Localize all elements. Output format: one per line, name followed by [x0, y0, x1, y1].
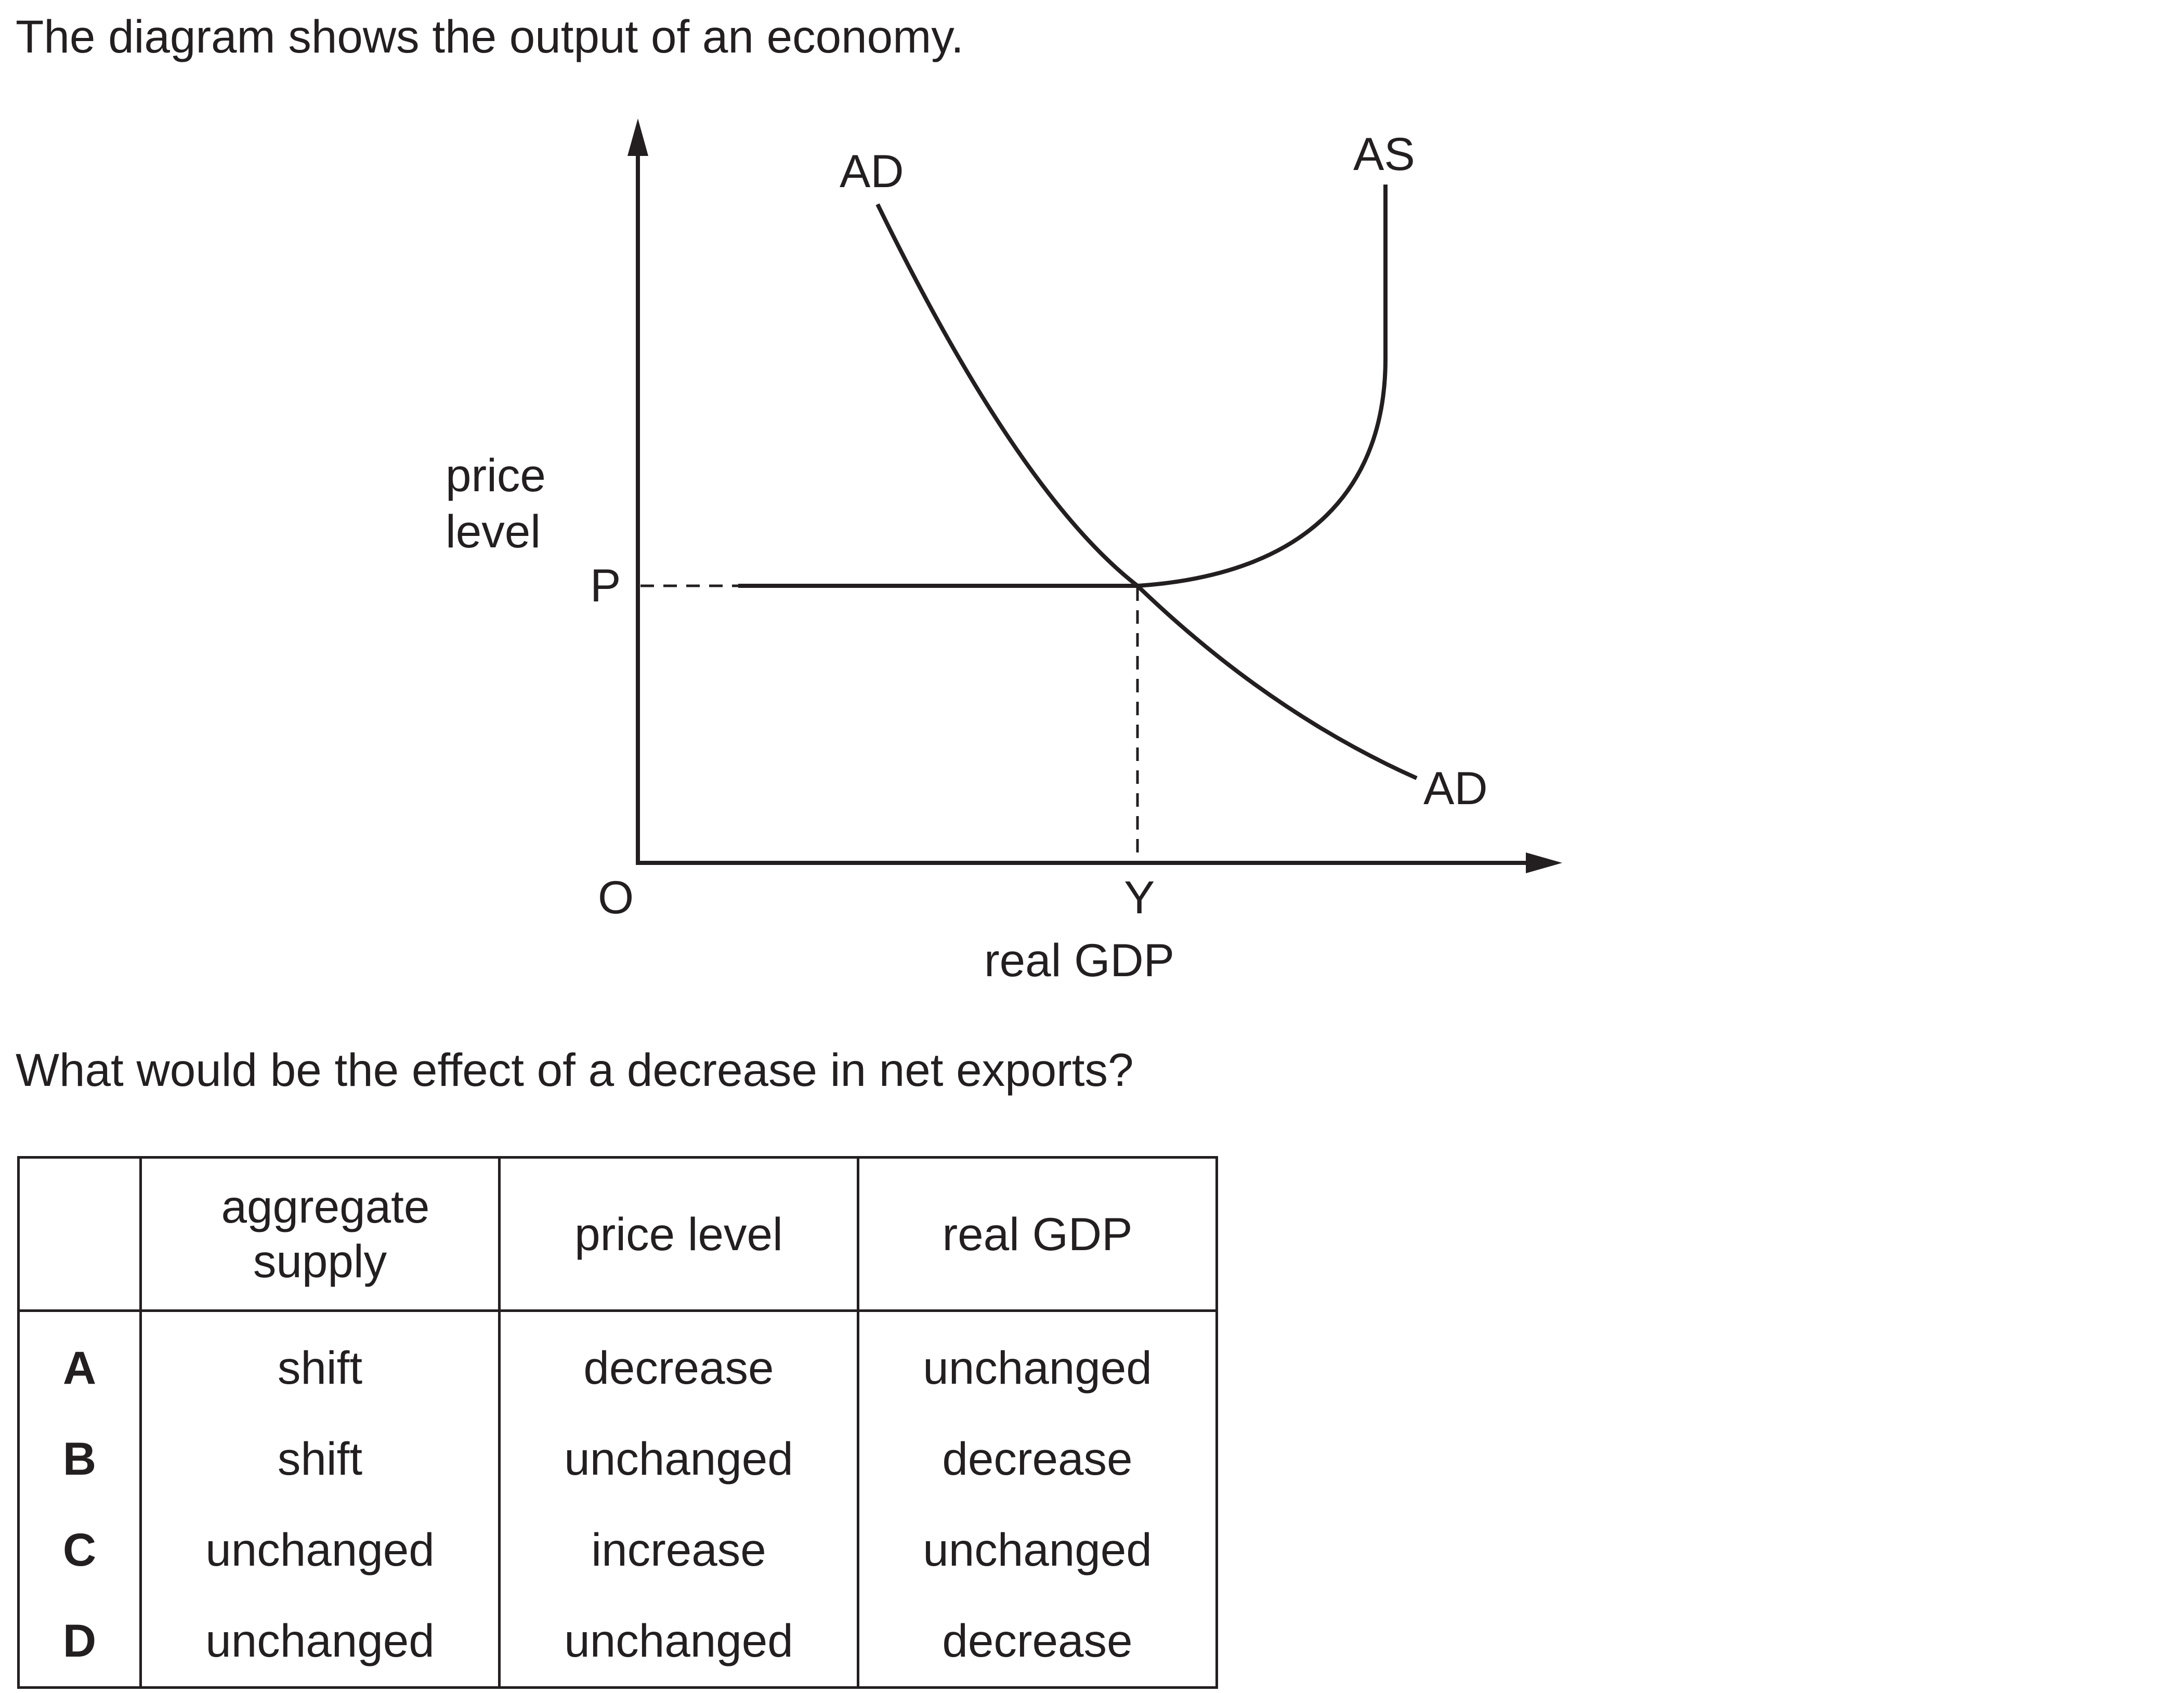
table-header-row: aggregate supply price level real GDP [17, 1156, 1218, 1312]
option-letter: D [17, 1595, 142, 1689]
option-aggregate-supply: unchanged [139, 1504, 501, 1595]
answer-options-table: aggregate supply price level real GDP A … [17, 1156, 1218, 1689]
option-real-gdp: unchanged [857, 1310, 1218, 1413]
option-letter: B [17, 1413, 142, 1504]
option-letter: A [17, 1310, 142, 1413]
header-aggregate-supply: aggregate supply [139, 1156, 501, 1312]
output-marker: Y [1124, 871, 1155, 923]
option-real-gdp: decrease [857, 1595, 1218, 1689]
y-axis-label-line1: price [446, 449, 546, 501]
header-blank [17, 1156, 142, 1312]
option-price-level: increase [498, 1504, 859, 1595]
y-axis-label-line2: level [446, 505, 541, 557]
option-aggregate-supply: shift [139, 1413, 501, 1504]
option-real-gdp: decrease [857, 1413, 1218, 1504]
question-text: What would be the effect of a decrease i… [16, 1044, 1134, 1096]
option-price-level: unchanged [498, 1413, 859, 1504]
origin-label: O [598, 871, 634, 923]
ad-label-bottom: AD [1423, 762, 1488, 814]
y-axis-arrowhead [627, 119, 648, 156]
header-aggregate-supply-text: aggregate supply [221, 1180, 430, 1287]
as-label: AS [1353, 128, 1415, 180]
option-letter: C [17, 1504, 142, 1595]
x-axis-arrowhead [1526, 852, 1562, 873]
header-price-level: price level [498, 1156, 859, 1312]
ad-curve [875, 203, 1418, 780]
ad-as-diagram: AD AS AD price level P O Y real GDP [446, 119, 1562, 986]
option-row-a[interactable]: A shift decrease unchanged [17, 1310, 1218, 1413]
option-price-level: decrease [498, 1310, 859, 1413]
as-curve [738, 185, 1388, 588]
price-marker: P [590, 559, 621, 611]
option-row-c[interactable]: C unchanged increase unchanged [17, 1504, 1218, 1595]
option-price-level: unchanged [498, 1595, 859, 1689]
option-row-d[interactable]: D unchanged unchanged decrease [17, 1595, 1218, 1689]
intro-text: The diagram shows the output of an econo… [16, 10, 964, 62]
option-real-gdp: unchanged [857, 1504, 1218, 1595]
option-aggregate-supply: shift [139, 1310, 501, 1413]
option-row-b[interactable]: B shift unchanged decrease [17, 1413, 1218, 1504]
header-real-gdp: real GDP [857, 1156, 1218, 1312]
option-aggregate-supply: unchanged [139, 1595, 501, 1689]
x-axis-label: real GDP [984, 934, 1174, 986]
ad-label-top: AD [840, 145, 904, 197]
